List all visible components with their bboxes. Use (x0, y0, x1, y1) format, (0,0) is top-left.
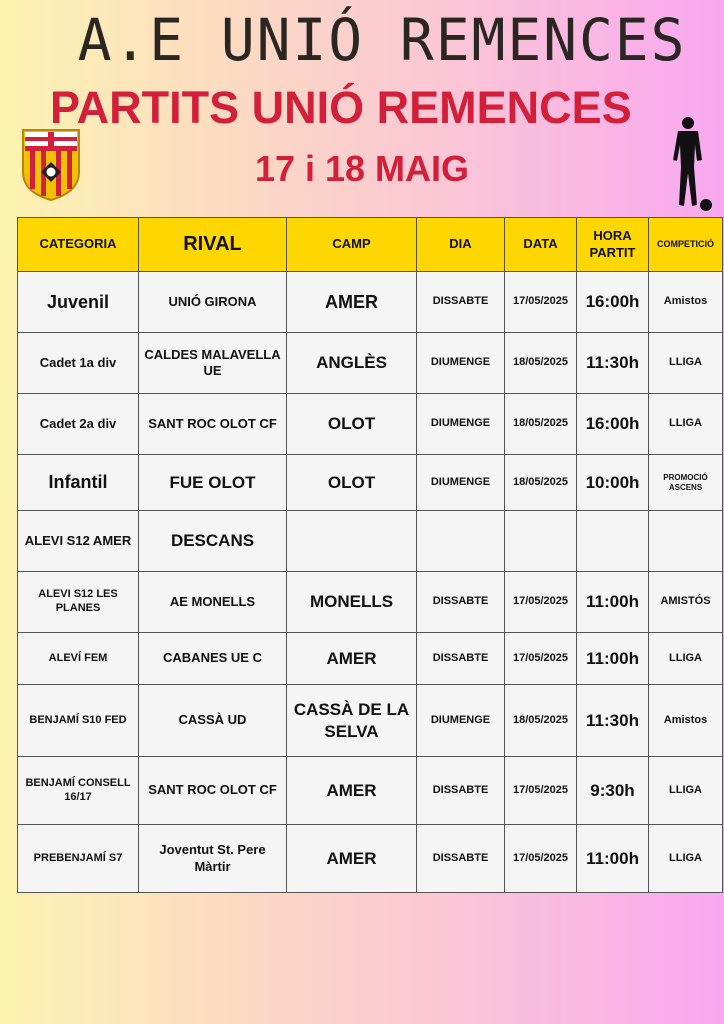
category-cell: BENJAMÍ CONSELL 16/17 (17, 756, 139, 825)
competition-cell: LLIGA (648, 824, 723, 893)
matches-table: CATEGORIA RIVAL CAMP DIA DATA HORA PARTIT COMP… (17, 217, 723, 893)
page-subtitle: PARTITS UNIÓ REMENCES (50, 82, 632, 133)
football-player-silhouette-icon (673, 117, 712, 211)
date-cell: 17/05/2025 (504, 756, 577, 825)
kickoff-time-cell (576, 510, 649, 572)
column-header: CAMP (286, 217, 417, 272)
column-header: DATA (504, 217, 577, 272)
field-cell: MONELLS (286, 571, 417, 633)
category-cell: ALEVI S12 AMER (17, 510, 139, 572)
table-row: Cadet 2a div SANT ROC OLOT CF OLOT DIUMENGE… (17, 393, 723, 455)
day-cell: DIUMENGE (416, 454, 505, 511)
date-cell (504, 510, 577, 572)
competition-cell: Amistos (648, 271, 723, 333)
competition-cell: LLIGA (648, 756, 723, 825)
club-title: A.E UNIÓ REMENCES (77, 6, 687, 74)
rival-cell: SANT ROC OLOT CF (138, 393, 287, 455)
day-cell: DIUMENGE (416, 393, 505, 455)
rival-cell: AE MONELLS (138, 571, 287, 633)
date-cell: 17/05/2025 (504, 571, 577, 633)
date-cell: 17/05/2025 (504, 632, 577, 685)
day-cell: DISSABTE (416, 756, 505, 825)
column-header: CATEGORIA (17, 217, 139, 272)
table-row: BENJAMÍ CONSELL 16/17 SANT ROC OLOT CF AME… (17, 756, 723, 825)
day-cell: DISSABTE (416, 632, 505, 685)
day-cell: DIUMENGE (416, 684, 505, 757)
field-cell (286, 510, 417, 572)
rival-cell: FUE OLOT (138, 454, 287, 511)
kickoff-time-cell: 9:30h (576, 756, 649, 825)
day-cell: DIUMENGE (416, 332, 505, 394)
field-cell: AMER (286, 824, 417, 893)
competition-cell: Amistos (648, 684, 723, 757)
date-cell: 18/05/2025 (504, 393, 577, 455)
category-cell: Cadet 1a div (17, 332, 139, 394)
day-cell (416, 510, 505, 572)
rival-cell: CABANES UE C (138, 632, 287, 685)
column-header: DIA (416, 217, 505, 272)
table-row: ALEVI S12 AMER DESCANS (17, 510, 723, 572)
column-header: COMPETICIÓ (648, 217, 723, 272)
date-cell: 18/05/2025 (504, 332, 577, 394)
category-cell: ALEVÍ FEM (17, 632, 139, 685)
table-row: ALEVI S12 LES PLANES AE MONELLS MONELLS DIS… (17, 571, 723, 633)
table-row: Infantil FUE OLOT OLOT DIUMENGE 18/05/2025 10… (17, 454, 723, 511)
kickoff-time-cell: 10:00h (576, 454, 649, 511)
field-cell: OLOT (286, 393, 417, 455)
competition-cell: AMISTÓS (648, 571, 723, 633)
rival-cell: DESCANS (138, 510, 287, 572)
kickoff-time-cell: 11:00h (576, 824, 649, 893)
table-row: Cadet 1a div CALDES MALAVELLA UE ANGLÈS DIU… (17, 332, 723, 394)
column-header: HORA PARTIT (576, 217, 649, 272)
column-header: RIVAL (138, 217, 287, 272)
category-cell: ALEVI S12 LES PLANES (17, 571, 139, 633)
table-row: ALEVÍ FEM CABANES UE C AMER DISSABTE 17/05/2… (17, 632, 723, 685)
competition-cell: LLIGA (648, 393, 723, 455)
competition-cell: LLIGA (648, 632, 723, 685)
competition-cell (648, 510, 723, 572)
category-cell: BENJAMÍ S10 FED (17, 684, 139, 757)
field-cell: CASSÀ DE LA SELVA (286, 684, 417, 757)
kickoff-time-cell: 11:00h (576, 571, 649, 633)
category-cell: Cadet 2a div (17, 393, 139, 455)
date-cell: 17/05/2025 (504, 824, 577, 893)
rival-cell: Joventut St. Pere Màrtir (138, 824, 287, 893)
kickoff-time-cell: 11:00h (576, 632, 649, 685)
field-cell: AMER (286, 756, 417, 825)
category-cell: Juvenil (17, 271, 139, 333)
day-cell: DISSABTE (416, 271, 505, 333)
rival-cell: CASSÀ UD (138, 684, 287, 757)
competition-cell: LLIGA (648, 332, 723, 394)
kickoff-time-cell: 11:30h (576, 332, 649, 394)
category-cell: Infantil (17, 454, 139, 511)
kickoff-time-cell: 11:30h (576, 684, 649, 757)
field-cell: OLOT (286, 454, 417, 511)
kickoff-time-cell: 16:00h (576, 271, 649, 333)
day-cell: DISSABTE (416, 824, 505, 893)
rival-cell: CALDES MALAVELLA UE (138, 332, 287, 394)
date-cell: 18/05/2025 (504, 454, 577, 511)
category-cell: PREBENJAMÍ S7 (17, 824, 139, 893)
day-cell: DISSABTE (416, 571, 505, 633)
kickoff-time-cell: 16:00h (576, 393, 649, 455)
club-crest-icon (22, 129, 80, 202)
table-row: PREBENJAMÍ S7 Joventut St. Pere Màrtir AME… (17, 824, 723, 893)
rival-cell: SANT ROC OLOT CF (138, 756, 287, 825)
competition-cell: PROMOCIÓ ASCENS (648, 454, 723, 511)
date-cell: 17/05/2025 (504, 271, 577, 333)
table-row: BENJAMÍ S10 FED CASSÀ UD CASSÀ DE LA SELVA… (17, 684, 723, 757)
rival-cell: UNIÓ GIRONA (138, 271, 287, 333)
date-cell: 18/05/2025 (504, 684, 577, 757)
field-cell: ANGLÈS (286, 332, 417, 394)
field-cell: AMER (286, 632, 417, 685)
match-dates: 17 i 18 MAIG (254, 148, 470, 189)
table-row: Juvenil UNIÓ GIRONA AMER DISSABTE 17/05/2025… (17, 271, 723, 333)
field-cell: AMER (286, 271, 417, 333)
